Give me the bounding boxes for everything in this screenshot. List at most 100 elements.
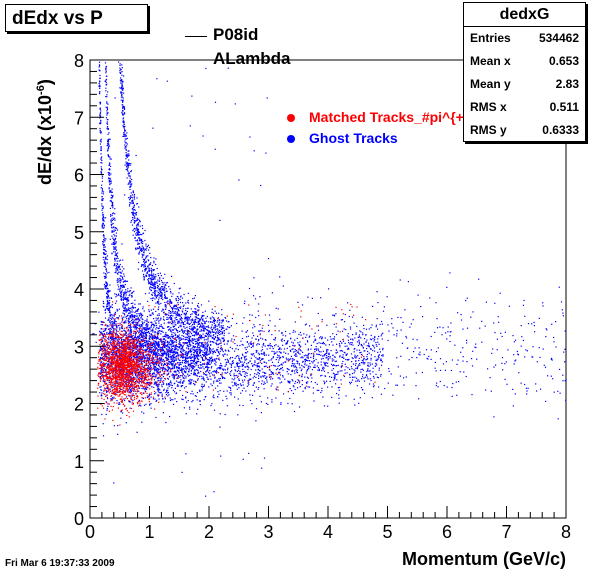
- ghost-point: [178, 314, 180, 316]
- ghost-point: [190, 356, 192, 358]
- ghost-point: [304, 386, 306, 389]
- ghost-point: [124, 134, 126, 136]
- ghost-point: [104, 257, 106, 259]
- ghost-point: [161, 295, 163, 297]
- ghost-point: [168, 350, 170, 352]
- ghost-point: [115, 246, 117, 248]
- ghost-point: [265, 372, 267, 374]
- ghost-point: [111, 204, 113, 206]
- ghost-point: [111, 252, 113, 254]
- ghost-point: [193, 350, 196, 352]
- ghost-point: [317, 329, 320, 331]
- ghost-point: [108, 143, 110, 145]
- ghost-point: [245, 366, 247, 368]
- ghost-point: [109, 184, 111, 186]
- ghost-point: [201, 326, 203, 328]
- ghost-point: [143, 378, 146, 380]
- ghost-point: [167, 318, 169, 320]
- ghost-point: [109, 177, 111, 179]
- ghost-point: [382, 355, 384, 357]
- ghost-point: [198, 375, 200, 378]
- ghost-point: [217, 338, 219, 340]
- ghost-point: [207, 353, 209, 355]
- ghost-point: [107, 293, 109, 295]
- ghost-point: [258, 353, 261, 355]
- ghost-point: [165, 308, 167, 310]
- ghost-point: [197, 305, 199, 307]
- ghost-point: [154, 285, 156, 287]
- ghost-point: [366, 353, 368, 356]
- ghost-point: [213, 382, 215, 384]
- ghost-point: [128, 205, 131, 207]
- ghost-point: [307, 341, 309, 343]
- ghost-point: [125, 161, 127, 163]
- ghost-point: [265, 402, 267, 404]
- ghost-point: [168, 314, 170, 316]
- ghost-point: [368, 352, 370, 354]
- ghost-point: [350, 366, 353, 368]
- ghost-point: [102, 218, 104, 220]
- ghost-point: [164, 284, 166, 286]
- ghost-point: [263, 376, 265, 378]
- ghost-point: [134, 303, 136, 305]
- ghost-point: [221, 331, 224, 333]
- ghost-point: [123, 297, 125, 299]
- ghost-point: [168, 286, 170, 288]
- ghost-point: [333, 315, 336, 317]
- ghost-point: [202, 359, 204, 361]
- ghost-point: [196, 325, 198, 327]
- ghost-point: [130, 202, 132, 204]
- ghost-point: [161, 289, 163, 291]
- ghost-point: [187, 307, 189, 309]
- ghost-point: [104, 266, 107, 268]
- ghost-point: [161, 288, 164, 290]
- ghost-point: [208, 386, 210, 388]
- ghost-point: [375, 359, 377, 361]
- ghost-point: [206, 361, 208, 363]
- ghost-point: [229, 358, 231, 360]
- ghost-point: [146, 371, 148, 373]
- ghost-point: [363, 356, 365, 358]
- ghost-point: [236, 355, 238, 357]
- ghost-point: [168, 356, 170, 358]
- ghost-point: [311, 377, 313, 379]
- ghost-point: [120, 87, 122, 89]
- ghost-point: [326, 351, 328, 353]
- ghost-point: [129, 312, 131, 314]
- ghost-point: [192, 342, 194, 344]
- ghost-point: [322, 341, 324, 343]
- ghost-point: [163, 380, 165, 382]
- ghost-point: [191, 329, 193, 331]
- ghost-point: [139, 328, 141, 330]
- ghost-point: [152, 269, 154, 271]
- ghost-point: [258, 373, 260, 375]
- ghost-point: [118, 61, 120, 63]
- ghost-point: [215, 324, 217, 326]
- ghost-point: [224, 365, 226, 367]
- ghost-point: [306, 382, 308, 385]
- ghost-point: [161, 386, 163, 388]
- ghost-point: [126, 310, 128, 312]
- ghost-point: [171, 312, 173, 314]
- ghost-point: [115, 393, 117, 395]
- ghost-point: [119, 63, 121, 65]
- ghost-point: [300, 350, 302, 352]
- ghost-point: [179, 287, 181, 289]
- ghost-point: [218, 393, 220, 395]
- ghost-point: [296, 362, 298, 365]
- ghost-point: [222, 319, 224, 321]
- ghost-point: [135, 213, 137, 215]
- ghost-point: [155, 324, 158, 327]
- ghost-point: [305, 359, 307, 361]
- ghost-point: [137, 229, 139, 231]
- ghost-point: [161, 310, 163, 312]
- ghost-point: [182, 353, 184, 355]
- ghost-point: [227, 349, 229, 351]
- ghost-point: [106, 96, 108, 98]
- ghost-point: [164, 301, 166, 304]
- ghost-point: [101, 187, 103, 190]
- ghost-point: [188, 317, 191, 319]
- ghost-point: [157, 287, 159, 289]
- ghost-point: [125, 422, 127, 424]
- ghost-point: [109, 324, 111, 326]
